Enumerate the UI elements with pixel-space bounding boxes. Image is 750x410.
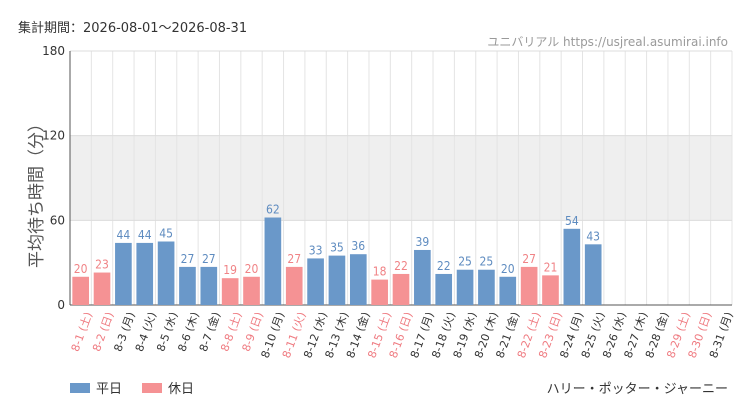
data-label-15: 18 (373, 265, 387, 279)
legend-swatch-weekday (70, 382, 90, 393)
legend-item-weekday[interactable]: 平日 (70, 378, 122, 397)
data-label-21: 20 (501, 262, 515, 276)
bar-14 (349, 254, 367, 305)
bar-8 (221, 278, 239, 305)
data-label-2: 23 (95, 258, 109, 272)
bar-15 (371, 279, 388, 305)
data-label-18: 22 (437, 259, 451, 273)
legend-item-holiday[interactable]: 休日 (142, 378, 194, 397)
bar-21 (499, 276, 517, 305)
bar-1 (72, 276, 90, 305)
bar-4 (136, 242, 154, 305)
bar-23 (542, 275, 559, 305)
legend: 平日 休日 (70, 378, 214, 397)
data-label-6: 27 (181, 252, 195, 266)
bar-18 (435, 273, 453, 305)
data-label-14: 36 (351, 239, 365, 253)
bar-9 (243, 276, 260, 305)
data-label-3: 44 (117, 228, 131, 242)
y-tick-label: 120 (42, 129, 65, 143)
attraction-name: ハリー・ポッター・ジャーニー (546, 382, 728, 397)
data-label-10: 62 (266, 203, 280, 217)
data-label-17: 39 (415, 235, 429, 249)
legend-label-holiday: 休日 (168, 382, 195, 397)
shaded-band (70, 135, 732, 221)
data-label-19: 25 (458, 255, 472, 269)
y-tick-label: 180 (42, 44, 65, 58)
bar-12 (307, 258, 324, 305)
data-label-1: 20 (74, 262, 88, 276)
data-label-12: 33 (309, 243, 323, 257)
data-label-8: 19 (223, 263, 237, 277)
bar-11 (285, 266, 303, 305)
bar-22 (520, 266, 538, 305)
bar-19 (456, 269, 474, 305)
legend-label-weekday: 平日 (96, 382, 123, 397)
data-label-24: 54 (565, 214, 579, 228)
data-label-5: 45 (159, 227, 173, 241)
data-label-4: 44 (138, 228, 152, 242)
bar-7 (200, 266, 218, 305)
bar-10 (264, 217, 282, 305)
data-label-16: 22 (394, 259, 408, 273)
bar-13 (328, 255, 346, 305)
period-label: 集計期間：2026-08-01～2026-08-31 (18, 21, 248, 36)
data-label-23: 21 (544, 260, 558, 274)
data-label-22: 27 (522, 252, 536, 266)
bar-6 (179, 266, 196, 305)
legend-swatch-holiday (142, 382, 163, 393)
data-label-25: 43 (586, 229, 600, 243)
data-label-9: 20 (245, 262, 259, 276)
data-label-20: 25 (480, 255, 494, 269)
bar-5 (157, 241, 175, 305)
bar-17 (414, 249, 431, 305)
y-tick-label: 60 (50, 213, 65, 227)
data-label-11: 27 (287, 252, 301, 266)
data-label-13: 35 (330, 241, 344, 255)
site-watermark: ユニバリアル https://usjreal.asumirai.info (487, 35, 728, 49)
data-label-7: 27 (202, 252, 216, 266)
bar-24 (563, 228, 581, 305)
bar-20 (478, 269, 495, 305)
bar-16 (392, 273, 410, 305)
bar-3 (115, 242, 132, 305)
y-tick-label: 0 (57, 298, 65, 312)
bar-25 (584, 244, 602, 305)
bar-2 (93, 272, 111, 305)
